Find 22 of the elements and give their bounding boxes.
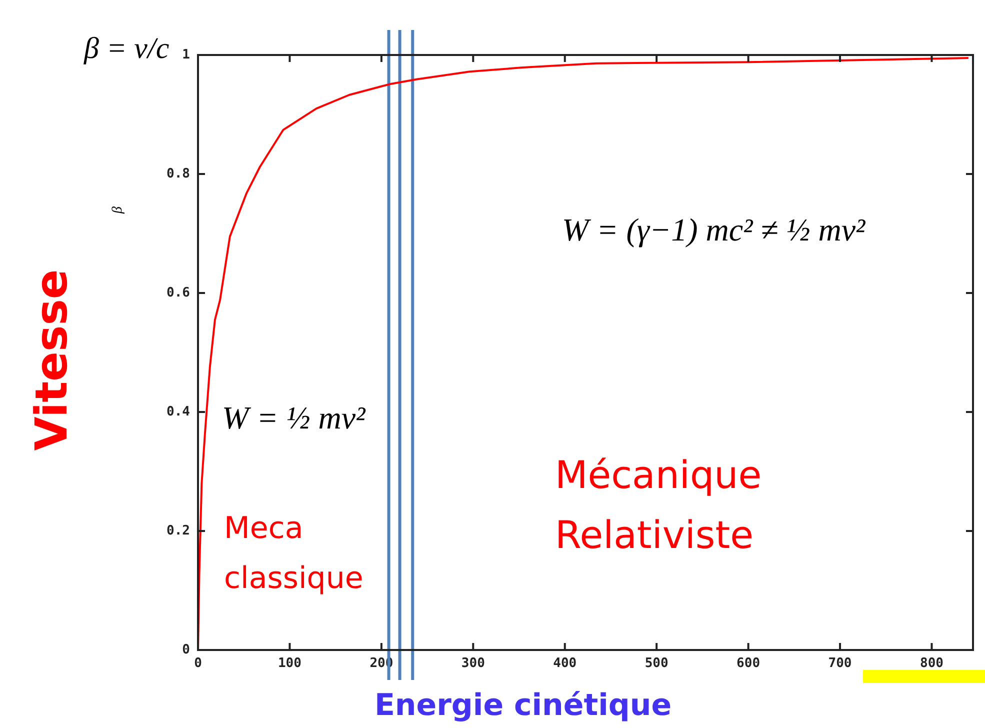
y-tick-label: 0 bbox=[182, 642, 190, 658]
y-tick-label: 0.2 bbox=[166, 523, 190, 538]
y-tick-label: 0.4 bbox=[166, 404, 190, 420]
x-tick-label: 600 bbox=[736, 656, 760, 672]
x-tick-label: 800 bbox=[920, 656, 944, 672]
y-axis-title: Vitesse bbox=[26, 269, 78, 451]
y-tick-label: 0.8 bbox=[166, 166, 190, 182]
x-tick-label: 300 bbox=[461, 656, 486, 672]
x-tick-label: 0 bbox=[194, 656, 202, 672]
x-axis-title: Energie cinétique bbox=[374, 688, 672, 723]
annotation: Meca classique bbox=[224, 510, 364, 596]
annotation: Mécanique Relativiste bbox=[555, 452, 762, 557]
text: β = v/c bbox=[83, 32, 170, 65]
x-tick-label: 700 bbox=[828, 656, 852, 672]
y-tick-label: 1 bbox=[182, 47, 190, 62]
annotation: W = ½ mv² bbox=[222, 399, 367, 436]
x-tick-label: 400 bbox=[553, 656, 577, 672]
x-tick-label: 500 bbox=[644, 656, 668, 672]
y-tick-label: 0.6 bbox=[166, 285, 190, 300]
annotation: W = (γ−1) mc² ≠ ½ mv² bbox=[562, 211, 867, 248]
text: β bbox=[110, 206, 126, 214]
x-tick-label: 100 bbox=[278, 656, 302, 672]
